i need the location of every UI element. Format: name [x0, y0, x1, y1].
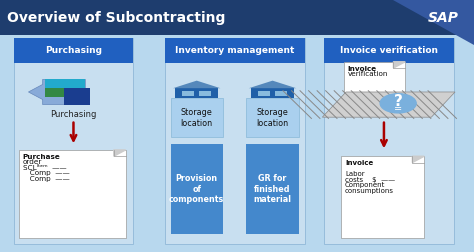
Text: Storage
location: Storage location — [256, 108, 289, 128]
Text: Invoice: Invoice — [347, 66, 376, 72]
Text: Component: Component — [345, 182, 385, 188]
FancyBboxPatch shape — [323, 38, 454, 244]
Bar — [175, 88, 218, 98]
Text: Storage
location: Storage location — [181, 108, 213, 128]
Text: costs    $  ——: costs $ —— — [345, 177, 395, 183]
FancyBboxPatch shape — [0, 0, 474, 35]
Bar — [275, 91, 287, 96]
FancyBboxPatch shape — [14, 38, 133, 63]
Text: Invoice verification: Invoice verification — [340, 46, 438, 55]
FancyBboxPatch shape — [165, 38, 304, 244]
Text: consumptions: consumptions — [345, 188, 394, 194]
Polygon shape — [173, 81, 220, 88]
Text: =: = — [394, 104, 402, 114]
Circle shape — [380, 94, 416, 113]
Text: verification: verification — [347, 71, 388, 77]
FancyBboxPatch shape — [246, 144, 299, 234]
Text: Purchase: Purchase — [23, 154, 61, 160]
Text: ?: ? — [394, 94, 402, 109]
Text: Comp  ——: Comp —— — [23, 176, 70, 182]
Text: Overview of Subcontracting: Overview of Subcontracting — [7, 11, 226, 25]
Polygon shape — [28, 79, 85, 105]
Text: Comp  ——: Comp —— — [23, 170, 70, 176]
Polygon shape — [322, 92, 455, 117]
FancyBboxPatch shape — [323, 38, 454, 63]
Polygon shape — [249, 81, 296, 88]
FancyBboxPatch shape — [165, 38, 304, 63]
Text: Purchasing: Purchasing — [45, 46, 102, 55]
Text: order: order — [23, 159, 42, 165]
Polygon shape — [412, 156, 424, 163]
Text: Invoice: Invoice — [345, 160, 374, 166]
Text: Purchasing: Purchasing — [50, 110, 97, 119]
Bar — [45, 79, 85, 88]
Bar — [45, 88, 78, 97]
Text: GR for
finished
material: GR for finished material — [254, 174, 292, 204]
FancyBboxPatch shape — [344, 62, 405, 110]
Bar — [251, 88, 294, 98]
Text: Inventory management: Inventory management — [175, 46, 294, 55]
Text: SAP: SAP — [428, 11, 459, 25]
Polygon shape — [393, 0, 474, 45]
Polygon shape — [114, 150, 126, 156]
FancyBboxPatch shape — [341, 156, 424, 238]
FancyBboxPatch shape — [14, 38, 133, 244]
Bar — [182, 91, 194, 96]
FancyBboxPatch shape — [171, 98, 223, 137]
Text: Labor: Labor — [345, 171, 365, 177]
Polygon shape — [393, 62, 405, 68]
FancyBboxPatch shape — [246, 98, 299, 137]
Bar — [258, 91, 270, 96]
FancyBboxPatch shape — [19, 150, 126, 238]
FancyBboxPatch shape — [171, 144, 223, 234]
Bar — [64, 88, 90, 105]
Text: SCLᴵᵗᵉᵐ  ——: SCLᴵᵗᵉᵐ —— — [23, 165, 66, 171]
Bar — [199, 91, 211, 96]
Text: Provision
of
components: Provision of components — [169, 174, 224, 204]
